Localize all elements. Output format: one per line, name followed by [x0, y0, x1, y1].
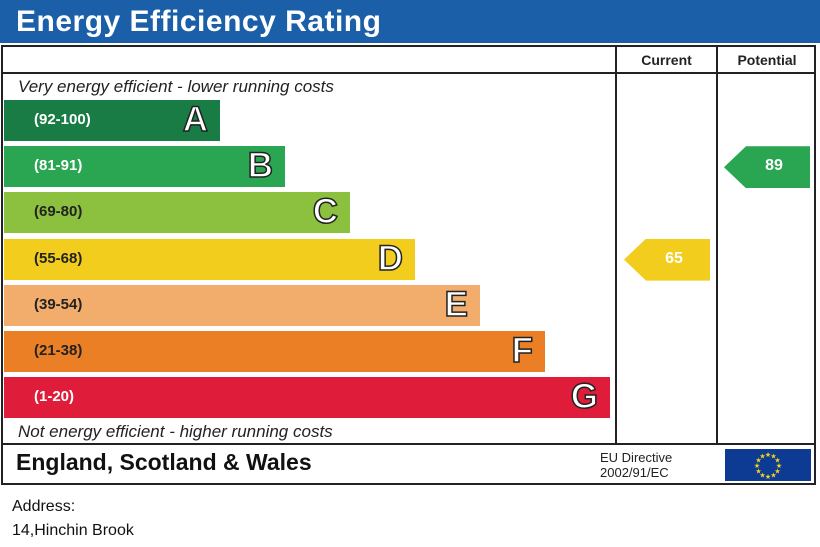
band-letter: B — [247, 146, 274, 186]
chart-header: Energy Efficiency Rating — [0, 0, 820, 43]
band-d: (55-68) D — [4, 238, 415, 280]
band-letter: F — [511, 331, 534, 371]
eu-star-icon: ★ — [755, 457, 761, 465]
potential-column-header: Potential — [737, 52, 797, 68]
chart-title: Energy Efficiency Rating — [16, 5, 382, 38]
current-column-header: Current — [641, 52, 692, 68]
header-row-divider — [1, 72, 816, 74]
eu-star-icon: ★ — [776, 462, 782, 470]
eu-star-icon: ★ — [765, 473, 771, 481]
region-label: England, Scotland & Wales — [16, 449, 312, 475]
eu-star-icon: ★ — [765, 451, 771, 459]
potential-column-divider — [716, 45, 718, 443]
band-e: (39-54) E — [4, 285, 480, 326]
chart-frame — [1, 45, 816, 485]
eu-flag-icon: ★ ★ ★ ★ ★ ★ ★ ★ ★ ★ ★ ★ — [725, 449, 811, 481]
current-column-divider — [615, 45, 617, 443]
band-letter: A — [182, 100, 209, 140]
band-b: (81-91) B — [4, 146, 285, 188]
current-rating-value: 65 — [665, 249, 683, 267]
efficient-caption: Very energy efficient - lower running co… — [18, 77, 334, 96]
eu-star-icon: ★ — [770, 472, 776, 480]
address-value: 14,Hinchin Brook — [12, 522, 134, 539]
eu-directive-line1: EU Directive — [600, 450, 673, 465]
band-letter: E — [444, 284, 469, 325]
address-label: Address: — [12, 498, 76, 515]
band-c: (69-80) C — [4, 192, 350, 234]
band-range-label: (69-80) — [34, 203, 83, 221]
eu-star-icon: ★ — [755, 468, 761, 476]
eu-star-icon: ★ — [754, 462, 760, 470]
band-letter: D — [377, 238, 404, 278]
band-g: (1-20) G — [4, 377, 610, 419]
band-letter: G — [570, 377, 599, 417]
eu-directive: EU Directive 2002/91/EC — [600, 450, 672, 480]
eu-star-icon: ★ — [774, 468, 780, 476]
inefficient-caption: Not energy efficient - higher running co… — [18, 422, 333, 441]
eu-star-icon: ★ — [770, 452, 776, 460]
band-range-label: (55-68) — [34, 249, 83, 267]
band-range-label: (92-100) — [34, 111, 91, 128]
band-range-label: (1-20) — [34, 388, 75, 406]
band-range-label: (39-54) — [34, 295, 83, 313]
band-range-label: (21-38) — [34, 342, 83, 359]
band-range-label: (81-91) — [34, 157, 83, 175]
eu-star-icon: ★ — [759, 472, 765, 480]
eu-star-icon: ★ — [759, 452, 765, 460]
eu-directive-line2: 2002/91/EC — [600, 465, 669, 480]
band-letter: C — [312, 192, 339, 232]
footer-row-divider — [1, 443, 816, 445]
band-f: (21-38) F — [4, 331, 545, 372]
potential-rating-value: 89 — [765, 157, 783, 175]
band-a: (92-100) A — [4, 100, 220, 141]
eu-star-icon: ★ — [774, 457, 780, 465]
